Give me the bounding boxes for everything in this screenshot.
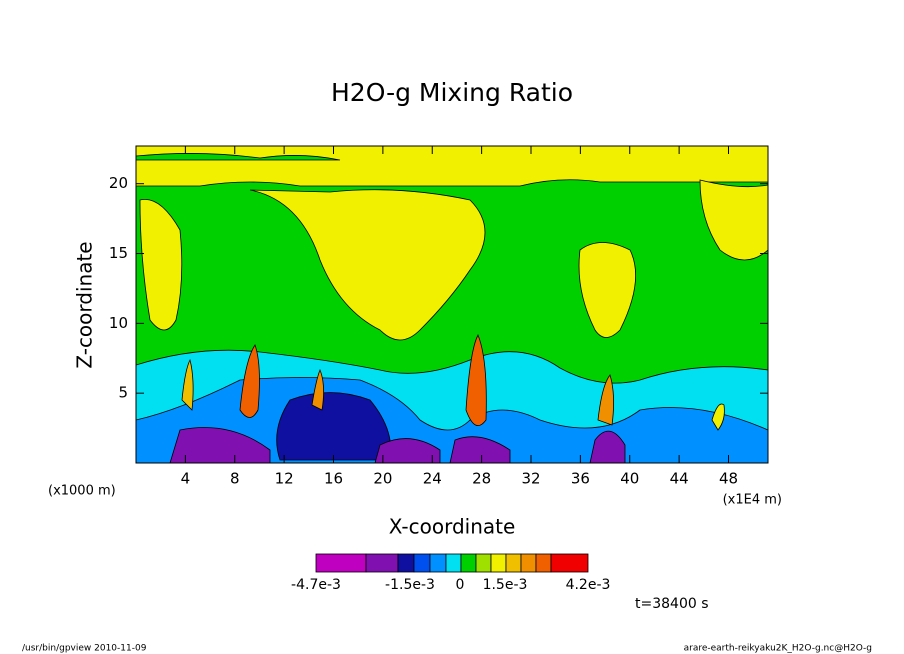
- time-label: t=38400 s: [635, 596, 709, 612]
- contour-field: [136, 146, 768, 463]
- footer-right: arare-earth-reikyaku2K_H2O-g.nc@H2O-g: [684, 644, 872, 654]
- colorbar-segment: [550, 553, 589, 573]
- chart-title: H2O-g Mixing Ratio: [331, 78, 573, 107]
- colorbar-segment: [475, 553, 492, 573]
- colorbar-label: -4.7e-3: [291, 577, 341, 593]
- y-tick-label: 5: [118, 384, 128, 402]
- y-tick-label: 10: [109, 314, 128, 332]
- x-axis-title: X-coordinate: [389, 515, 516, 539]
- colorbar-segment: [315, 553, 367, 573]
- colorbar-label: 1.5e-3: [483, 577, 528, 593]
- footer-left: /usr/bin/gpview 2010-11-09: [22, 644, 147, 654]
- x-tick-label: 24: [423, 470, 442, 488]
- y-tick-label: 15: [109, 244, 128, 262]
- colorbar-segment: [460, 553, 477, 573]
- x-tick-label: 4: [181, 470, 191, 488]
- x-tick-label: 40: [620, 470, 639, 488]
- colorbar-segment: [490, 553, 507, 573]
- colorbar-label: 0: [456, 577, 465, 593]
- colorbar-segment: [397, 553, 415, 573]
- plot-frame: [135, 145, 769, 464]
- x-tick-label: 32: [521, 470, 540, 488]
- colorbar-label: -1.5e-3: [385, 577, 435, 593]
- y-tick-label: 20: [109, 174, 128, 192]
- x-tick-label: 36: [571, 470, 590, 488]
- colorbar-segment: [520, 553, 537, 573]
- x-tick-label: 44: [670, 470, 689, 488]
- x-tick-label: 28: [472, 470, 491, 488]
- x-tick-label: 8: [230, 470, 240, 488]
- x-tick-label: 16: [324, 470, 343, 488]
- colorbar-segment: [535, 553, 552, 573]
- x-tick-label: 20: [373, 470, 392, 488]
- x-tick-label: 12: [275, 470, 294, 488]
- colorbar-segment: [445, 553, 462, 573]
- colorbar-segment: [413, 553, 431, 573]
- y-axis-title: Z-coordinate: [73, 241, 97, 368]
- x-unit-left: (x1000 m): [48, 484, 116, 499]
- colorbar-segment: [505, 553, 522, 573]
- x-tick-label: 48: [719, 470, 738, 488]
- colorbar-label: 4.2e-3: [566, 577, 611, 593]
- x-unit-right: (x1E4 m): [723, 493, 782, 508]
- colorbar-segment: [365, 553, 399, 573]
- colorbar-segment: [429, 553, 447, 573]
